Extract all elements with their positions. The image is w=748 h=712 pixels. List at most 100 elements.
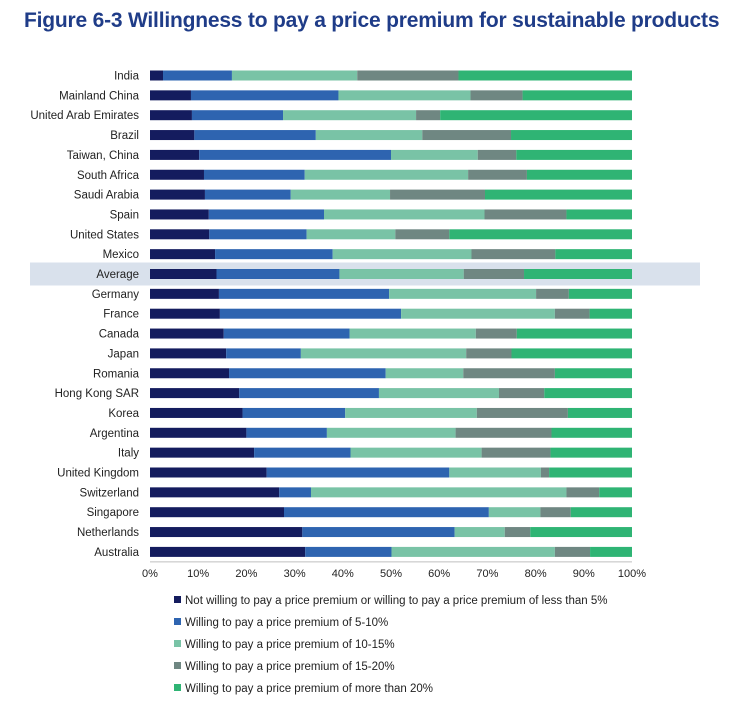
category-label: Japan bbox=[108, 348, 139, 360]
legend-swatch bbox=[174, 640, 181, 648]
bar-segment bbox=[530, 527, 632, 538]
category-label: Brazil bbox=[110, 130, 139, 142]
bar-segment bbox=[555, 249, 632, 260]
bar-segment bbox=[150, 130, 195, 141]
bar-segment bbox=[589, 308, 632, 319]
bar-segment bbox=[476, 407, 568, 418]
bar-segment bbox=[215, 249, 333, 260]
bar-segment bbox=[550, 447, 632, 458]
bar-segment bbox=[504, 527, 531, 538]
category-label: Switzerland bbox=[80, 487, 139, 499]
bar-segment bbox=[150, 407, 243, 418]
bar-segment bbox=[458, 70, 632, 81]
legend-label: Willing to pay a price premium of 10-15% bbox=[185, 639, 395, 651]
bar-segment bbox=[315, 130, 423, 141]
bar-segment bbox=[229, 368, 386, 379]
bar-segment bbox=[549, 467, 632, 478]
legend-label: Not willing to pay a price premium or wi… bbox=[185, 595, 608, 607]
x-tick-label: 40% bbox=[332, 568, 354, 580]
bar-segment bbox=[463, 368, 555, 379]
category-label: France bbox=[103, 309, 139, 321]
bar-segment bbox=[511, 130, 632, 141]
bar-segment bbox=[516, 149, 632, 160]
category-label: Romania bbox=[93, 368, 140, 380]
bar-segment bbox=[349, 328, 476, 339]
chart-title: Figure 6-3 Willingness to pay a price pr… bbox=[24, 9, 720, 32]
bar-segment bbox=[219, 308, 402, 319]
bar-segment bbox=[326, 427, 456, 438]
bar-segment bbox=[516, 328, 632, 339]
bar-segment bbox=[150, 229, 210, 240]
legend-label: Willing to pay a price premium of 5-10% bbox=[185, 617, 389, 629]
category-label: Canada bbox=[99, 329, 140, 341]
x-tick-label: 60% bbox=[428, 568, 450, 580]
bar-segment bbox=[422, 130, 512, 141]
bar-segment bbox=[283, 110, 417, 121]
x-tick-label: 20% bbox=[235, 568, 257, 580]
bar-segment bbox=[203, 169, 305, 180]
bar-segment bbox=[150, 467, 267, 478]
bar-segment bbox=[150, 507, 284, 518]
bar-segment bbox=[163, 70, 232, 81]
bar-segment bbox=[526, 169, 632, 180]
bar-segment bbox=[246, 427, 327, 438]
category-label: Mainland China bbox=[59, 90, 140, 102]
bar-segment bbox=[454, 527, 505, 538]
bar-segment bbox=[150, 447, 255, 458]
category-label: Netherlands bbox=[77, 527, 139, 539]
bar-segment bbox=[150, 269, 217, 279]
bar-segment bbox=[466, 348, 512, 359]
bar-segment bbox=[449, 229, 632, 240]
bar-segment bbox=[536, 288, 569, 299]
bar-segment bbox=[475, 328, 517, 339]
x-tick-label: 90% bbox=[573, 568, 595, 580]
bar-segment bbox=[204, 189, 291, 200]
bar-segment bbox=[150, 189, 205, 200]
category-label: Germany bbox=[92, 289, 140, 301]
bar-segment bbox=[566, 209, 632, 220]
bar-segment bbox=[570, 507, 632, 518]
bar-segment bbox=[554, 308, 590, 319]
bar-segment bbox=[305, 546, 392, 557]
bar-segment bbox=[524, 269, 632, 279]
category-label: India bbox=[114, 71, 140, 83]
bar-segment bbox=[150, 209, 209, 220]
legend-swatch bbox=[174, 596, 181, 604]
bar-segment bbox=[302, 527, 455, 538]
bar-segment bbox=[477, 149, 517, 160]
bar-segment bbox=[310, 487, 567, 498]
category-label: Korea bbox=[108, 408, 139, 420]
bar-segment bbox=[290, 189, 391, 200]
bar-segment bbox=[554, 368, 632, 379]
bar-segment bbox=[150, 169, 204, 180]
bar-segment bbox=[306, 229, 396, 240]
bar-segment bbox=[350, 447, 482, 458]
bar-segment bbox=[544, 388, 632, 399]
bar-segment bbox=[470, 90, 523, 101]
category-label: Hong Kong SAR bbox=[55, 388, 139, 400]
bar-segment bbox=[279, 487, 311, 498]
bar-segment bbox=[324, 209, 485, 220]
bar-segment bbox=[254, 447, 351, 458]
bar-segment bbox=[332, 249, 472, 260]
bar-segment bbox=[150, 249, 216, 260]
bar-segment bbox=[150, 368, 230, 379]
bar-segment bbox=[150, 308, 220, 319]
bar-segment bbox=[540, 467, 550, 478]
bar-segment bbox=[150, 487, 280, 498]
category-label: Argentina bbox=[90, 428, 140, 440]
bar-segment bbox=[150, 546, 306, 557]
x-tick-label: 100% bbox=[618, 568, 646, 580]
x-tick-label: 70% bbox=[476, 568, 498, 580]
bar-segment bbox=[304, 169, 469, 180]
bar-segment bbox=[522, 90, 632, 101]
bar-segment bbox=[455, 427, 552, 438]
legend-item: Willing to pay a price premium of 10-15% bbox=[174, 634, 608, 656]
category-label: Australia bbox=[94, 547, 139, 559]
bar-segment bbox=[568, 288, 632, 299]
bar-segment bbox=[218, 288, 390, 299]
bar-segment bbox=[150, 90, 191, 101]
category-label: Average bbox=[96, 269, 139, 281]
legend-item: Willing to pay a price premium of more t… bbox=[174, 678, 608, 700]
legend-item: Not willing to pay a price premium or wi… bbox=[174, 590, 608, 612]
